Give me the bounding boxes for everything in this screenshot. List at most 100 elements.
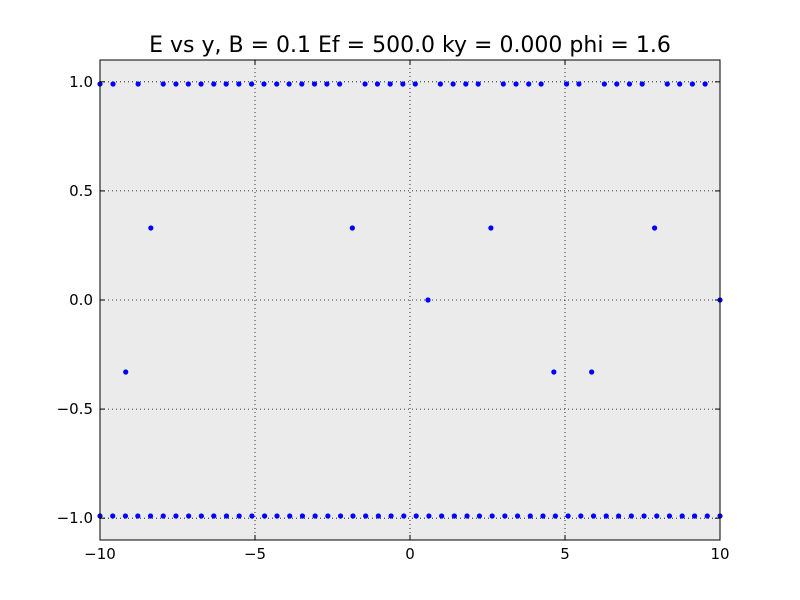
data-point (664, 81, 670, 87)
data-point (311, 81, 318, 87)
data-point (412, 81, 418, 87)
data-point (110, 513, 116, 519)
data-point (488, 225, 494, 231)
data-point (287, 513, 293, 519)
data-point (601, 81, 607, 87)
data-point (552, 513, 558, 519)
data-point (211, 513, 217, 519)
data-point (475, 81, 481, 87)
data-point (362, 81, 368, 87)
data-point (110, 81, 116, 87)
data-point (464, 513, 470, 519)
data-point (223, 513, 230, 519)
data-point (425, 297, 431, 303)
data-point (337, 513, 344, 519)
data-point (261, 81, 267, 87)
data-point (578, 513, 584, 519)
data-point (299, 81, 305, 87)
data-point (148, 225, 154, 231)
data-point (249, 513, 255, 519)
x-tick-label: 5 (560, 545, 570, 563)
data-point (628, 513, 634, 519)
data-point (349, 225, 355, 231)
axis-ticks (99, 60, 721, 540)
data-point (641, 513, 647, 519)
data-point (702, 81, 708, 87)
data-point (363, 513, 369, 519)
data-point (513, 81, 519, 87)
data-point (451, 513, 457, 519)
x-axis-tick-labels: −10 −5 0 5 10 (84, 545, 729, 563)
data-point (540, 513, 546, 519)
data-point (502, 513, 508, 519)
data-point (551, 369, 557, 375)
data-point (463, 81, 469, 87)
data-point (666, 513, 673, 519)
data-point (527, 513, 533, 519)
y-tick-label: −1.0 (57, 509, 93, 527)
data-point (691, 513, 698, 519)
y-tick-label: 1.0 (69, 73, 93, 91)
data-point (514, 513, 521, 519)
data-point (639, 81, 645, 87)
data-point (565, 513, 571, 519)
data-point (526, 81, 532, 87)
data-point (173, 513, 179, 519)
data-point (186, 513, 192, 519)
data-point (236, 513, 242, 519)
data-point (274, 81, 280, 87)
x-tick-label: 0 (405, 545, 415, 563)
data-point (603, 513, 609, 519)
y-tick-label: 0.0 (69, 291, 93, 309)
data-point (185, 81, 191, 87)
data-point (679, 513, 685, 519)
data-point (439, 513, 445, 519)
data-points (97, 81, 723, 519)
data-point (590, 513, 597, 519)
data-point (400, 81, 406, 87)
data-point (576, 81, 582, 87)
data-point (236, 81, 242, 87)
data-point (654, 513, 660, 519)
data-point (374, 81, 381, 87)
data-point (651, 225, 658, 231)
y-tick-label: 0.5 (69, 182, 93, 200)
data-point (324, 81, 330, 87)
data-point (387, 81, 393, 87)
data-point (286, 81, 292, 87)
data-point (476, 513, 483, 519)
x-tick-label: 10 (710, 545, 729, 563)
data-point (689, 81, 696, 87)
data-point (538, 81, 544, 87)
data-point (147, 513, 154, 519)
data-point (135, 81, 141, 87)
data-point (450, 81, 456, 87)
x-tick-label: −10 (84, 545, 116, 563)
data-point (589, 369, 595, 375)
data-point (135, 513, 141, 519)
data-point (123, 369, 129, 375)
data-point (122, 513, 129, 519)
data-point (337, 81, 343, 87)
data-point (173, 81, 179, 87)
y-axis-tick-labels: 1.0 0.5 0.0 −0.5 −1.0 (57, 73, 93, 527)
data-point (248, 81, 255, 87)
data-point (211, 81, 217, 87)
y-tick-label: −0.5 (57, 400, 93, 418)
data-point (325, 513, 331, 519)
data-point (426, 513, 432, 519)
data-point (198, 513, 204, 519)
x-tick-label: −5 (244, 545, 266, 563)
chart-title: E vs y, B = 0.1 Ef = 500.0 ky = 0.000 ph… (149, 33, 671, 58)
data-point (677, 81, 683, 87)
data-point (626, 81, 633, 87)
data-point (401, 513, 407, 519)
data-point (198, 81, 204, 87)
data-point (388, 513, 394, 519)
data-point (500, 81, 506, 87)
data-point (704, 513, 710, 519)
data-point (413, 513, 419, 519)
data-point (350, 513, 356, 519)
data-point (160, 513, 166, 519)
data-point (299, 513, 306, 519)
